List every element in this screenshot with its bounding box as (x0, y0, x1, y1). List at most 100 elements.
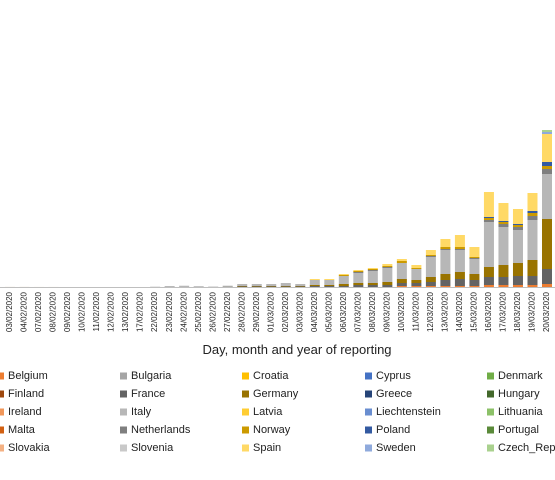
bar-segment (353, 270, 364, 271)
bar-segment (542, 162, 552, 166)
legend-swatch (0, 408, 4, 416)
bar-segment (483, 218, 494, 220)
x-tick-label: 11/02/2020 (92, 291, 101, 331)
x-tick-label: 01/03/2020 (266, 291, 275, 332)
bar-segment (454, 247, 465, 249)
bar-segment (542, 219, 552, 269)
bar-segment (382, 266, 393, 267)
bar-segment (425, 286, 436, 287)
legend-label: Norway (253, 424, 291, 436)
x-tick-label: 09/03/2020 (382, 291, 391, 332)
bar-segment (483, 285, 494, 287)
bar-segment (324, 286, 335, 287)
legend-swatch (120, 372, 127, 380)
bar-segment (179, 285, 190, 287)
bar-segment (324, 279, 335, 280)
bar-segment (425, 282, 436, 286)
legend-label: Croatia (253, 370, 289, 382)
legend-label: Slovenia (131, 442, 174, 454)
bar-segment (512, 225, 523, 227)
legend-label: Hungary (498, 388, 540, 400)
legend-swatch (487, 390, 494, 398)
x-tick-label: 17/03/2020 (499, 291, 508, 332)
bar-segment (498, 285, 509, 287)
bar-segment (382, 264, 393, 266)
bar-segment (454, 279, 465, 286)
bar-segment (527, 285, 538, 287)
bar-segment (396, 283, 407, 286)
bar-segment (440, 250, 451, 274)
bar-segment (251, 286, 262, 287)
bar-segment (542, 166, 552, 169)
bar-segment (542, 284, 552, 287)
bar-segment (512, 230, 523, 263)
bar-segment (425, 250, 436, 255)
x-tick-label: 08/02/2020 (49, 291, 58, 332)
x-tick-label: 07/03/2020 (353, 291, 362, 332)
bar-segment (469, 280, 480, 286)
x-tick-label: 11/03/2020 (411, 291, 420, 331)
bar-segment (164, 286, 175, 287)
legend-swatch (365, 390, 372, 398)
legend-swatch (120, 390, 127, 398)
bar-segment (542, 174, 552, 219)
x-tick-label: 09/02/2020 (63, 291, 72, 332)
bar-segment (382, 282, 393, 285)
bar-segment (542, 134, 552, 162)
bar-segment (498, 227, 509, 265)
x-tick-label: 17/02/2020 (136, 291, 145, 332)
bar-segment (498, 265, 509, 277)
x-tick-label: 14/03/2020 (455, 291, 464, 332)
bar-segment (454, 235, 465, 247)
x-tick-label: 15/03/2020 (470, 291, 479, 332)
bar-segment (527, 193, 538, 211)
x-tick-label: 07/02/2020 (34, 291, 43, 332)
bar-segment (411, 286, 422, 287)
bar-segment (454, 286, 465, 287)
bar-segment (483, 222, 494, 267)
bar-segment (440, 239, 451, 247)
bar-segment (382, 268, 393, 282)
bar-segment (411, 283, 422, 286)
x-tick-label: 12/03/2020 (426, 291, 435, 332)
bar-segment (512, 224, 523, 225)
bar-segment (527, 260, 538, 276)
legend-label: Latvia (253, 406, 283, 418)
legend-swatch (242, 408, 249, 416)
bar-segment (396, 286, 407, 287)
legend-swatch (487, 408, 494, 416)
legend-label: Czech_Rep (498, 442, 555, 454)
x-tick-label: 08/03/2020 (368, 291, 377, 332)
legend-label: Netherlands (131, 424, 191, 436)
bar-segment (512, 263, 523, 276)
bar-segment (498, 222, 509, 224)
x-tick-label: 22/02/2020 (150, 291, 159, 332)
bar-segment (338, 274, 349, 275)
bar-segment (367, 268, 378, 269)
x-tick-label: 28/02/2020 (237, 291, 246, 332)
x-tick-label: 25/02/2020 (194, 291, 203, 332)
x-tick-label: 13/02/2020 (121, 291, 130, 332)
bar-segment (396, 259, 407, 261)
bar-segment (251, 286, 262, 287)
bar-segment (512, 276, 523, 285)
bar-segment (353, 271, 364, 272)
legend-label: Bulgaria (131, 370, 172, 382)
legend-label: France (131, 388, 165, 400)
bar-segment (353, 273, 364, 283)
bar-segment (353, 283, 364, 285)
bar-segment (295, 284, 306, 286)
x-tick-label: 10/03/2020 (397, 291, 406, 332)
x-tick-label: 12/02/2020 (107, 291, 116, 332)
bar-segment (309, 285, 320, 286)
bar-segment (396, 279, 407, 283)
x-tick-label: 10/02/2020 (78, 291, 87, 332)
bar-segment (266, 286, 277, 287)
bar-segment (469, 259, 480, 274)
legend-label: Slovakia (8, 442, 50, 454)
legend-swatch (0, 390, 4, 398)
legend-label: Greece (376, 388, 412, 400)
x-tick-label: 03/03/2020 (295, 291, 304, 332)
legend-label: Belgium (8, 370, 48, 382)
